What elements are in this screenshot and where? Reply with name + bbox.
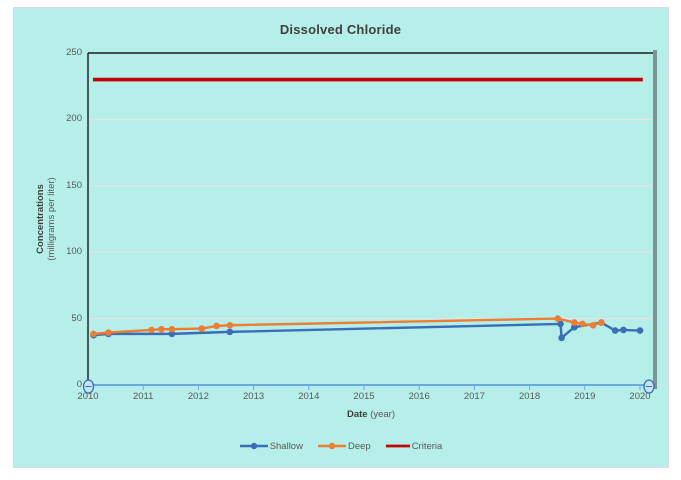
x-tick-label: 2011 [132,391,154,402]
x-tick-label: 2018 [519,391,541,402]
y-axis-title-main: Concentrations [35,184,46,254]
legend-item-shallow: Shallow [239,440,303,452]
shallow-point [226,328,234,336]
chart-title: Dissolved Chloride [279,22,402,37]
deep-point [168,325,176,333]
x-tick-label: 2019 [574,391,596,402]
deep-point [598,319,605,326]
x-tick-label: 2014 [298,391,320,402]
deep-point [105,329,112,336]
deep-point [589,321,597,329]
deep-point [226,321,234,329]
y-tick-label: 100 [66,246,82,258]
x-tick-label: 2010 [77,391,99,402]
legend-label-deep: Deep [347,440,371,452]
y-axis-title-units: (milligrams per liter) [46,177,57,261]
shallow-point [558,334,565,342]
x-tick-label: 2016 [408,391,430,402]
chart-panel [13,7,669,468]
legend-swatch-deep-icon [317,442,346,450]
deep-point [198,325,206,332]
y-tick-label: 50 [71,312,82,324]
x-axis-title: Date (year) [88,409,654,420]
deep-point [213,322,220,330]
y-tick-label: 250 [66,47,82,58]
shallow-point [168,330,176,338]
deep-point [90,330,97,338]
legend-swatch-criteria-icon [385,444,410,448]
legend-item-deep: Deep [317,440,371,452]
shallow-point [571,323,578,331]
y-tick-label: 150 [66,179,82,191]
legend-label-criteria: Criteria [411,440,443,452]
legend: Shallow Deep Criteria [0,440,681,452]
x-tick-label: 2012 [187,391,209,402]
shallow-point [557,320,564,328]
shallow-point [611,327,619,334]
deep-series [90,315,605,338]
x-tick-label: 2020 [629,391,651,402]
y-tick-label: 0 [76,379,82,390]
x-axis-title-units: (year) [370,409,396,420]
y-tick-label: 200 [66,113,82,125]
legend-label-shallow: Shallow [269,440,303,452]
deep-point [579,320,586,328]
x-axis-title-main: Date [346,409,368,420]
x-tick-label: 2013 [243,391,265,402]
x-tick-label: 2015 [353,391,375,402]
shallow-point [636,327,644,334]
deep-point [158,325,165,333]
deep-point [554,315,562,322]
y-axis-title: Concentrations (milligrams per liter) [35,177,57,260]
shallow-point [620,326,627,334]
deep-point [148,326,155,334]
x-tick-label: 2017 [463,391,485,402]
deep-point [571,319,578,326]
legend-swatch-shallow-icon [239,442,268,450]
legend-item-criteria: Criteria [385,440,443,452]
